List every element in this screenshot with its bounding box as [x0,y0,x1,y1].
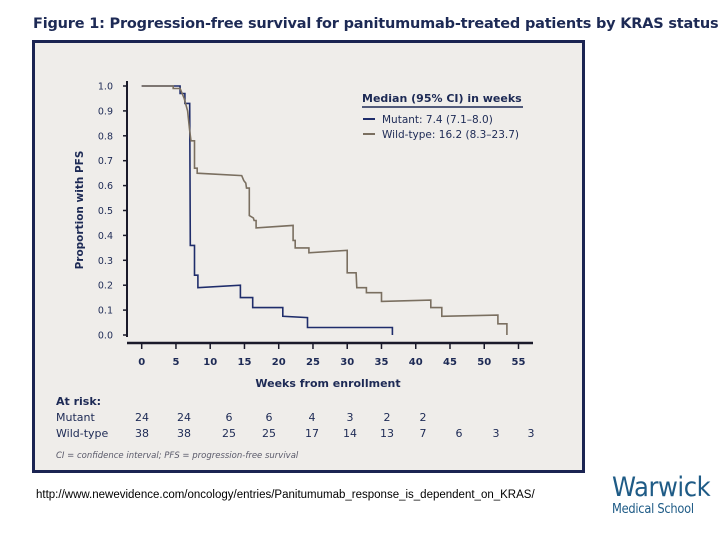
logo-line2: Medical School [612,502,694,517]
y-tick-label: 0.8 [98,131,113,142]
y-tick-label: 1.0 [98,82,113,93]
axes: 0.0 0.1 0.2 0.3 0.4 0.5 0.6 0.7 0.8 0.9 1.0 0 5 10 15 2… [98,81,533,368]
curves [141,85,508,335]
y-tick-label: 0.6 [98,181,113,192]
at-risk-value: 4 [309,411,316,424]
x-tick-label: 35 [375,357,389,368]
y-tick-label: 0.2 [98,281,113,292]
at-risk-value: 24 [135,411,149,424]
y-tick-label: 0.1 [98,306,113,317]
x-tick-label: 5 [172,357,179,368]
at-risk-value: 17 [305,427,319,440]
x-tick-label: 30 [340,357,354,368]
x-tick-label: 25 [306,357,320,368]
at-risk-value: 3 [347,411,354,424]
logo-line1: Warwick [612,472,711,503]
at-risk-value: 2 [420,411,427,424]
y-tick-label: 0.9 [98,106,113,117]
at-risk-value: 25 [262,427,276,440]
x-axis-label: Weeks from enrollment [255,377,400,390]
footnote: CI = confidence interval; PFS = progress… [56,451,299,461]
x-tick-label: 20 [272,357,286,368]
at-risk-value: 38 [135,427,149,440]
at-risk-label: At risk: [56,395,101,408]
at-risk-value: 24 [177,411,191,424]
x-tick-label: 45 [443,357,457,368]
y-tick-label: 0.4 [98,231,113,242]
mutant-curve [141,85,394,335]
x-tick-label: 50 [477,357,491,368]
y-tick-label: 0.7 [98,156,113,167]
wild-type-curve [141,85,508,335]
legend: Median (95% CI) in weeks Mutant: 7.4 (7.… [362,92,523,141]
at-risk-value: 6 [266,411,273,424]
warwick-logo: Warwick Medical School [612,472,720,518]
at-risk-row-label-wild-type: Wild-type [56,427,109,440]
x-tick-label: 55 [512,357,526,368]
legend-label-wild-type: Wild-type: 16.2 (8.3–23.7) [382,129,519,141]
source-url[interactable]: http://www.newevidence.com/oncology/entr… [36,489,535,501]
at-risk-value: 14 [343,427,357,440]
x-tick-label: 10 [203,357,217,368]
figure-title: Figure 1: Progression-free survival for … [33,16,719,32]
x-tick-label: 0 [138,357,145,368]
at-risk-value: 25 [222,427,236,440]
at-risk-value: 7 [420,427,427,440]
at-risk-value: 6 [226,411,233,424]
y-axis-label: Proportion with PFS [74,151,86,270]
at-risk-value: 38 [177,427,191,440]
at-risk-value: 3 [493,427,500,440]
at-risk-table: At risk: Mutant Wild-type 24 24 6 6 4 3 2 2 38 38… [56,395,535,440]
legend-label-mutant: Mutant: 7.4 (7.1–8.0) [382,114,493,126]
at-risk-value: 13 [380,427,394,440]
x-tick-label: 15 [238,357,252,368]
legend-title: Median (95% CI) in weeks [362,92,522,105]
at-risk-value: 2 [384,411,391,424]
at-risk-value: 6 [456,427,463,440]
figure-panel [32,40,585,473]
at-risk-value: 3 [528,427,535,440]
at-risk-row-label-mutant: Mutant [56,411,95,424]
y-tick-label: 0.5 [98,206,113,217]
y-tick-label: 0.0 [98,331,113,342]
y-tick-label: 0.3 [98,256,113,267]
x-tick-label: 40 [409,357,423,368]
